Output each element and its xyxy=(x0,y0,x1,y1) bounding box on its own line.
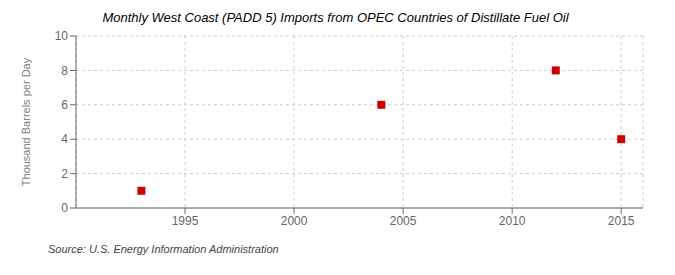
svg-text:10: 10 xyxy=(55,29,69,43)
svg-text:2005: 2005 xyxy=(390,214,417,228)
svg-text:2010: 2010 xyxy=(499,214,526,228)
svg-text:8: 8 xyxy=(61,64,68,78)
svg-text:Thousand Barrels per Day: Thousand Barrels per Day xyxy=(20,57,32,186)
html-text:Source: U.S. Energy Informatio: Source: U.S. Energy Information Administ… xyxy=(48,243,279,255)
svg-text:2000: 2000 xyxy=(281,214,308,228)
svg-text:2: 2 xyxy=(61,167,68,181)
svg-text:2015: 2015 xyxy=(608,214,635,228)
svg-text:6: 6 xyxy=(61,98,68,112)
svg-text:4: 4 xyxy=(61,132,68,146)
html-text:Monthly West Coast (PADD 5) Im: Monthly West Coast (PADD 5) Imports from… xyxy=(102,10,569,25)
svg-text:1995: 1995 xyxy=(172,214,199,228)
svg-text:0: 0 xyxy=(61,201,68,215)
